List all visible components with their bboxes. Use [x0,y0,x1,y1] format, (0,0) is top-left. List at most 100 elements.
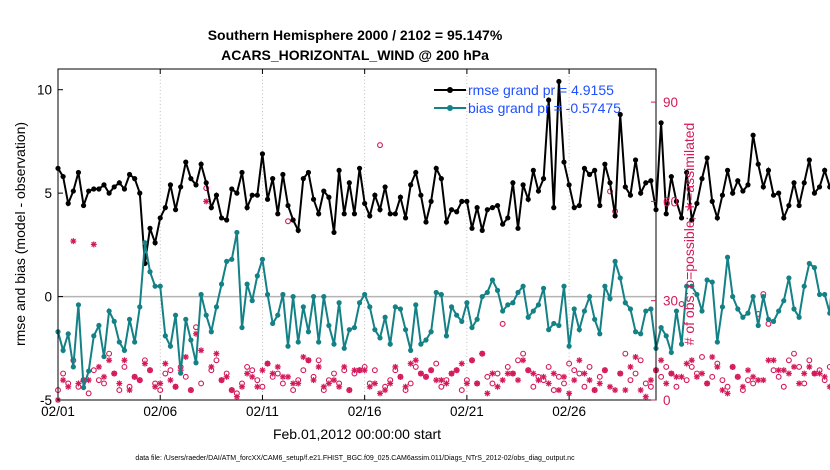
bias-point [142,240,148,246]
possible-obs-marker [545,363,552,370]
bias-point [724,254,731,260]
bias-point [505,302,511,308]
possible-obs-marker [290,387,297,394]
rmse-point [428,198,434,204]
possible-obs-marker [279,380,286,387]
bias-point [678,341,685,347]
assimilated-obs-marker [668,370,675,377]
rmse-point [689,217,695,223]
assimilated-obs-marker [412,357,419,364]
rmse-point [484,207,490,213]
rmse-point [730,190,736,196]
bias-point [310,293,317,300]
bias-point [86,368,92,374]
rmse-point [80,202,87,209]
assimilated-obs-marker [274,363,281,370]
rmse-point [126,171,133,178]
possible-obs-marker [90,367,97,374]
rmse-point [137,190,143,196]
bias-point [382,314,388,320]
rmse-point [106,190,112,196]
bias-point [760,293,766,300]
assimilated-obs-marker [484,390,491,397]
rmse-point [86,188,92,194]
assimilated-obs-marker [70,238,77,245]
legend-bias-marker [447,105,453,111]
bias-point [638,331,644,337]
y-tick-label: 10 [37,83,52,98]
possible-obs-marker [627,377,634,384]
rmse-point [469,225,475,231]
bias-point [377,335,383,341]
assimilated-obs-marker [320,383,327,390]
possible-obs-marker [791,350,797,357]
possible-obs-marker [377,142,383,149]
rmse-point [709,198,715,204]
rmse-point [663,211,669,217]
bias-point [689,283,695,289]
possible-obs-marker [596,373,603,380]
rmse-point [218,215,225,221]
rmse-point [827,184,830,190]
rmse-point [530,167,536,173]
bias-point [781,298,787,304]
bias-point [663,333,669,339]
bias-point [336,300,342,306]
bias-point [116,339,122,345]
possible-obs-marker [285,218,291,225]
rmse-point [270,176,276,182]
rmse-point [198,161,204,167]
rmse-point [362,200,368,207]
bias-point [622,300,628,306]
assimilated-obs-marker [106,357,113,364]
assimilated-obs-marker [131,373,138,380]
rmse-point [372,192,378,198]
possible-obs-marker [647,383,654,390]
bias-point [213,304,220,310]
bias-point [65,331,71,337]
possible-obs-marker [198,380,205,387]
rmse-point [132,176,138,182]
rmse-point [617,111,623,118]
y2-tick-label: 0 [663,393,671,408]
rmse-point [295,227,301,233]
bias-point [612,258,618,264]
bias-point [188,337,194,343]
possible-obs-marker [499,320,506,327]
assimilated-obs-marker [530,370,537,377]
rmse-point [387,211,393,217]
assimilated-obs-marker [785,370,792,377]
rmse-point [285,202,291,209]
assimilated-obs-marker [377,390,383,397]
possible-obs-marker [121,363,128,370]
bias-point [285,343,291,349]
assimilated-obs-marker [581,370,588,377]
bias-point [300,304,306,310]
possible-obs-marker [504,363,511,370]
assimilated-obs-marker [699,370,705,377]
rmse-point [561,159,567,165]
rmse-point [392,211,398,217]
possible-obs-marker [622,350,629,357]
assimilated-obs-marker [755,377,762,384]
bias-point [484,289,490,296]
rmse-point [704,155,710,161]
bias-point [402,327,409,333]
assimilated-obs-marker [550,370,557,377]
y2-axis-label: # of obs: o=possible; ∗=assimilated [681,123,697,346]
possible-obs-marker [561,380,567,387]
assimilated-obs-marker [780,367,787,374]
assimilated-obs-marker [157,380,164,387]
possible-obs-marker [489,380,496,387]
rmse-point [259,151,266,157]
bias-point [203,312,209,318]
assimilated-obs-marker [95,363,102,370]
assimilated-obs-marker [499,377,506,384]
bias-point [581,308,588,314]
rmse-point [208,205,214,211]
assimilated-obs-marker [515,377,521,384]
bias-point [397,306,404,312]
bias-point [586,293,593,300]
possible-obs-marker [254,377,261,384]
possible-obs-marker [433,360,440,367]
